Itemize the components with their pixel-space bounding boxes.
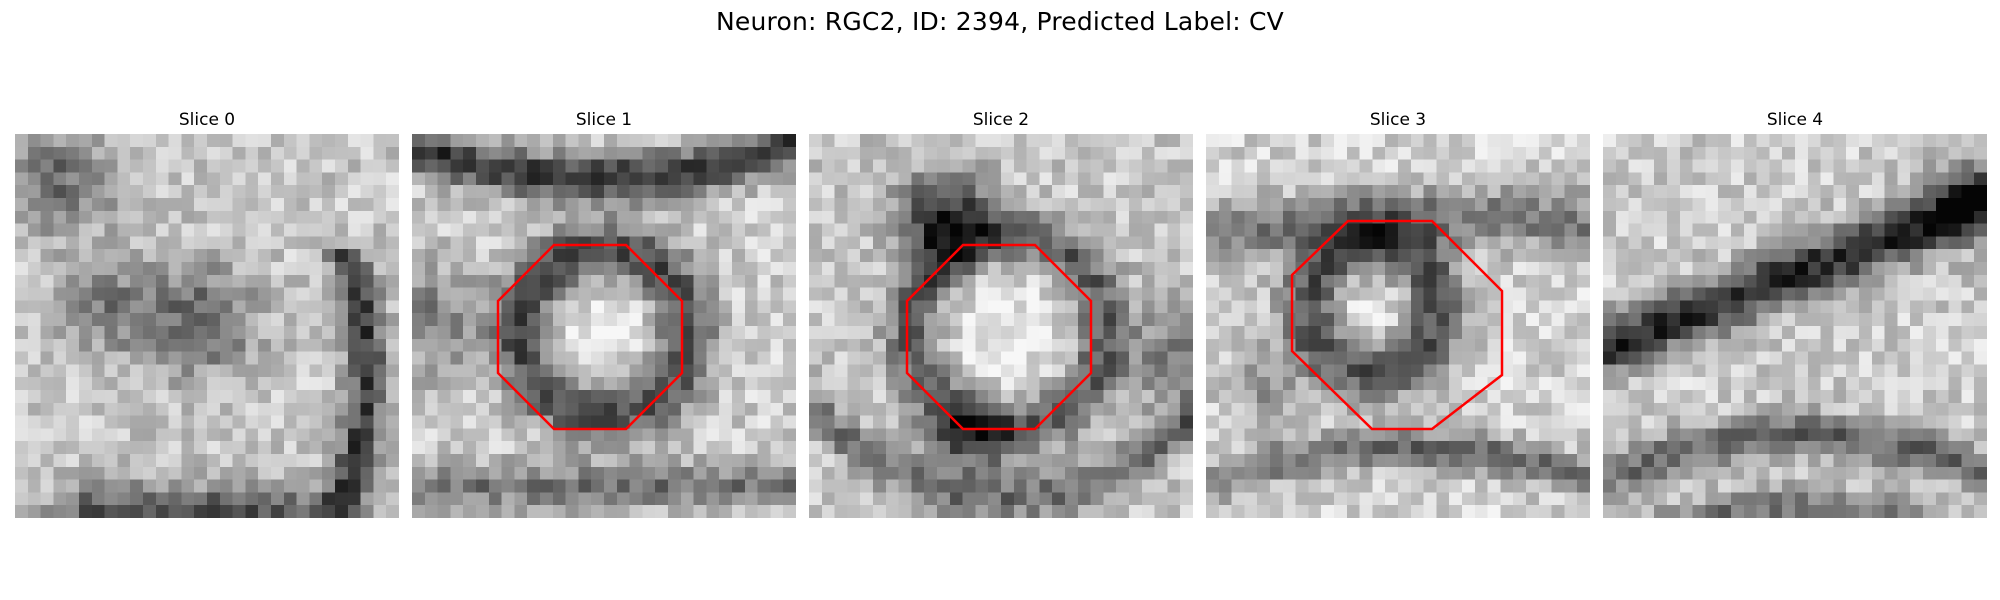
image-canvas (1603, 134, 1987, 518)
roi-outline (496, 243, 684, 431)
image-canvas (412, 134, 796, 518)
image-canvas (1206, 134, 1590, 518)
octagon-outline (905, 243, 1093, 431)
octagon-outline (496, 243, 684, 431)
roi-outline (1290, 219, 1504, 431)
roi-outline (905, 243, 1093, 431)
grayscale-image (809, 134, 1193, 518)
slice-title: Slice 4 (1766, 110, 1824, 130)
grayscale-image (1603, 134, 1987, 518)
slice-title: Slice 0 (178, 110, 236, 130)
slice-title: Slice 2 (972, 110, 1030, 130)
image-canvas (809, 134, 1193, 518)
slice-title: Slice 1 (575, 110, 633, 130)
image-canvas (15, 134, 399, 518)
grayscale-image (412, 134, 796, 518)
octagon-outline (1290, 219, 1504, 431)
grayscale-image (15, 134, 399, 518)
slice-title: Slice 3 (1369, 110, 1427, 130)
grayscale-image (1206, 134, 1590, 518)
figure-title: Neuron: RGC2, ID: 2394, Predicted Label:… (716, 7, 1284, 36)
